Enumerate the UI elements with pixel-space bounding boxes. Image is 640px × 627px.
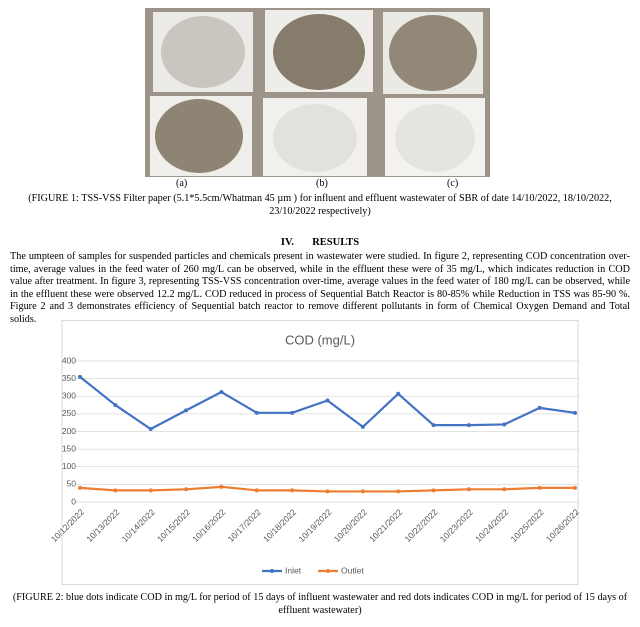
legend-label: Inlet xyxy=(285,565,302,575)
data-point xyxy=(325,398,330,403)
data-point xyxy=(78,485,82,490)
section-number: IV. xyxy=(280,237,294,248)
chart: COD (mg/L) 05010015020025030035040010/12… xyxy=(49,320,581,585)
data-point xyxy=(184,487,189,492)
data-point xyxy=(325,489,330,494)
data-point xyxy=(537,405,542,410)
y-tick-label: 50 xyxy=(67,479,77,489)
data-point xyxy=(254,488,259,493)
data-point xyxy=(537,485,542,490)
data-point xyxy=(360,489,365,494)
chart-frame xyxy=(61,320,579,585)
section-heading: IV. RESULTS xyxy=(0,237,640,248)
data-point xyxy=(78,374,82,379)
body-paragraph: The umpteen of samples for suspended par… xyxy=(10,251,630,325)
y-tick-label: 200 xyxy=(62,426,76,436)
y-tick-label: 300 xyxy=(62,391,76,401)
figure-label: (b) xyxy=(316,178,328,189)
data-point xyxy=(502,422,507,427)
data-point xyxy=(219,390,224,395)
data-point xyxy=(113,488,118,493)
y-tick-label: 100 xyxy=(62,461,76,471)
figure-label: (c) xyxy=(447,178,459,189)
y-tick-label: 350 xyxy=(62,373,76,383)
filter-photo xyxy=(145,8,490,177)
figure-caption: (FIGURE 1: TSS-VSS Filter paper (5.1*5.5… xyxy=(28,193,612,217)
legend-marker xyxy=(270,569,274,573)
data-point xyxy=(466,423,471,428)
section-title: RESULTS xyxy=(312,237,360,248)
figure-caption: (FIGURE 2: blue dots indicate COD in mg/… xyxy=(12,592,628,616)
data-point xyxy=(290,410,295,415)
data-point xyxy=(360,424,365,429)
data-point xyxy=(502,487,507,492)
data-point xyxy=(466,487,471,492)
y-tick-label: 250 xyxy=(62,408,76,418)
data-point xyxy=(148,427,153,432)
data-point xyxy=(431,423,436,428)
y-tick-label: 400 xyxy=(62,355,76,365)
data-point xyxy=(254,410,259,415)
legend-marker xyxy=(326,569,330,573)
data-point xyxy=(396,489,401,494)
y-tick-label: 150 xyxy=(62,443,76,453)
data-point xyxy=(573,410,577,415)
figure-label: (a) xyxy=(176,178,188,189)
data-point xyxy=(396,391,401,396)
data-point xyxy=(184,408,189,413)
data-point xyxy=(148,488,153,493)
data-point xyxy=(219,484,224,489)
data-point xyxy=(573,485,577,490)
chart-title: COD (mg/L) xyxy=(285,332,355,347)
data-point xyxy=(431,488,436,493)
data-point xyxy=(290,488,295,493)
y-tick-label: 0 xyxy=(71,496,76,506)
data-point xyxy=(113,403,118,408)
legend-label: Outlet xyxy=(341,565,364,575)
